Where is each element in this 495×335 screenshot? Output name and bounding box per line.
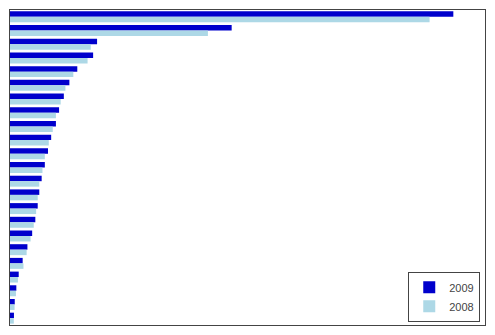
svg-text:2008: 2008	[449, 301, 473, 313]
svg-text:2009: 2009	[449, 282, 473, 294]
